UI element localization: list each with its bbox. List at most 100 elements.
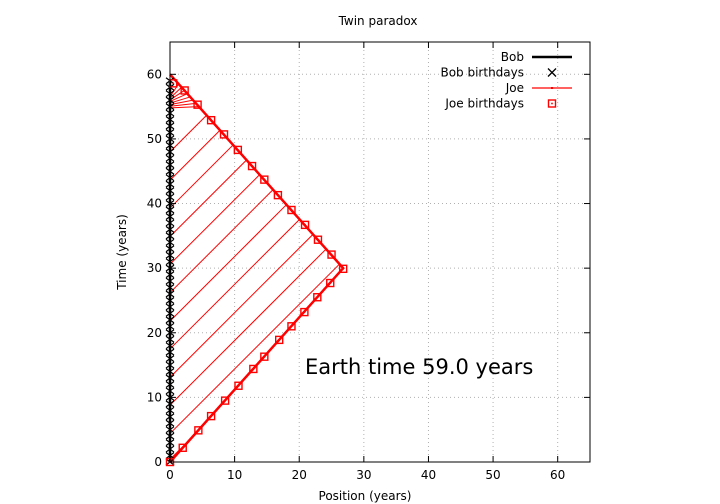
joe-birthday-marker-dot [290, 325, 293, 328]
joe-birthday-marker [300, 220, 310, 230]
signal-line [169, 102, 197, 107]
x-tick-label: 30 [356, 468, 371, 482]
x-tick-label: 60 [550, 468, 565, 482]
y-tick-label: 10 [147, 390, 162, 404]
joe-line [169, 73, 345, 463]
x-tick-label: 50 [485, 468, 500, 482]
y-tick-label: 50 [147, 132, 162, 146]
joe-birthday-marker [313, 235, 323, 244]
y-tick-label: 60 [147, 67, 162, 81]
joe-birthday-marker-dot [329, 282, 332, 284]
joe-birthday-marker [260, 352, 269, 361]
joe-birthday-marker-dot [263, 355, 266, 358]
joe-birthday-marker [275, 335, 284, 345]
signal-line [169, 218, 300, 350]
legend-swatch-dot [551, 87, 553, 89]
signal-line [169, 86, 182, 99]
signal-line [169, 93, 188, 102]
y-tick-label: 20 [147, 326, 162, 340]
joe-birthday-marker-dot [172, 82, 175, 85]
legend-swatch [547, 99, 557, 108]
earth-time-annotation: Earth time 59.0 years [305, 355, 533, 379]
legend-swatch [547, 68, 557, 77]
joe-birthday-marker [287, 322, 296, 331]
joe-birthday-marker [300, 307, 309, 317]
joe-birthday-marker [327, 250, 336, 259]
joe-birthday-marker [219, 130, 229, 139]
y-tick-label: 0 [154, 455, 162, 469]
joe-birthday-marker [220, 396, 230, 405]
joe-birthday-marker-dot [317, 238, 319, 241]
joe-birthday-marker [249, 364, 258, 374]
legend-label: Joe birthdays [444, 97, 524, 111]
signal-line [169, 144, 234, 209]
joe-birthday-marker-dot [183, 89, 186, 92]
joe-birthday-marker [194, 426, 203, 435]
joe-birthday-marker-dot [251, 165, 253, 167]
y-tick-label: 30 [147, 261, 162, 275]
x-tick-label: 10 [227, 468, 242, 482]
joe-birthday-marker-dot [237, 384, 240, 387]
joe-birthday-marker [206, 411, 216, 421]
joe-birthday-marker-dot [342, 268, 344, 270]
data-markers [165, 77, 348, 467]
joe-birthday-marker-dot [303, 311, 306, 313]
joe-birthday-marker-dot [263, 178, 266, 181]
joe-birthday-marker-dot [304, 224, 306, 226]
joe-birthday-marker [273, 190, 283, 200]
joe-birthday-marker-dot [210, 415, 212, 417]
chart-title: Twin paradox [338, 14, 418, 28]
joe-birthday-marker [180, 86, 189, 95]
joe-birthday-marker-dot [316, 296, 319, 299]
joe-birthday-marker [234, 381, 243, 390]
joe-birthday-marker-dot [181, 446, 184, 449]
x-axis-label: Position (years) [319, 489, 412, 503]
grid-lines [170, 42, 590, 462]
joe-birthday-marker-dot [278, 339, 280, 341]
signal-line [169, 189, 274, 294]
legend-label: Joe [505, 81, 524, 95]
joe-birthday-marker-dot [252, 368, 255, 370]
joe-birthday-marker [206, 115, 216, 125]
joe-birthday-marker [193, 100, 202, 109]
joe-birthday-marker [260, 175, 269, 184]
joe-birthday-marker-dot [330, 253, 333, 256]
signal-line [169, 159, 247, 237]
joe-birthday-marker [338, 264, 348, 273]
plot-frame [169, 41, 591, 463]
signal-line [169, 263, 340, 434]
joe-birthday-marker-dot [197, 429, 200, 432]
joe-birthday-marker-dot [277, 194, 279, 196]
legend-swatch-dot [551, 102, 553, 105]
legend-label: Bob [501, 50, 524, 64]
x-tick-label: 20 [292, 468, 307, 482]
signal-line [169, 114, 207, 153]
signal-line [169, 234, 314, 378]
joe-birthday-marker-dot [237, 149, 239, 151]
y-axis-label: Time (years) [115, 214, 129, 291]
x-tick-label: 40 [421, 468, 436, 482]
axes: 0 10 20 30 40 50 60 0 10 20 30 40 50 60 [147, 42, 590, 482]
joe-birthday-marker-dot [196, 103, 199, 106]
signal-lines [169, 83, 340, 460]
signal-line [169, 204, 287, 322]
joe-birthday-marker-dot [223, 133, 225, 136]
signal-line [169, 174, 260, 265]
x-tick-label: 0 [166, 468, 174, 482]
joe-birthday-marker [233, 145, 243, 155]
joe-birthday-marker [313, 293, 322, 302]
joe-birthday-marker [178, 443, 187, 452]
joe-birthday-marker [247, 161, 257, 171]
joe-birthday-marker-dot [210, 119, 212, 121]
signal-line [169, 129, 221, 181]
joe-birthday-marker [287, 205, 296, 215]
y-tick-label: 40 [147, 197, 162, 211]
signal-line [169, 248, 327, 406]
joe-birthday-marker-dot [290, 209, 293, 211]
joe-birthday-marker [326, 278, 335, 288]
joe-birthday-marker-dot [224, 399, 226, 402]
legend-label: Bob birthdays [440, 66, 524, 80]
data-series [168, 73, 345, 463]
